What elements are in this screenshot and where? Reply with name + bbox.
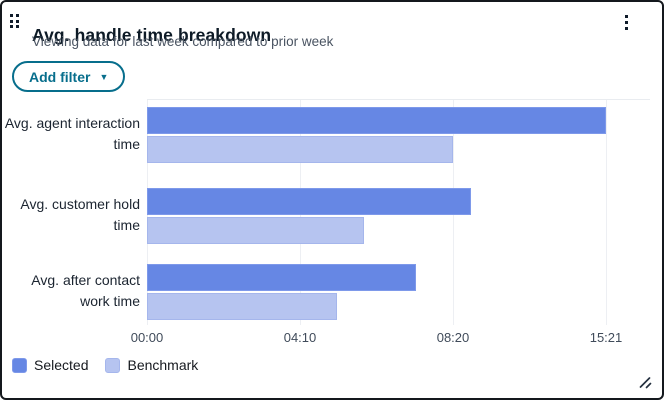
resize-handle-icon[interactable] [637,374,653,390]
legend-swatch [105,357,121,373]
legend-item[interactable]: Selected [12,357,88,373]
category-label: Avg. agent interaction time [4,115,140,152]
category-label: Avg. customer hold time [20,196,140,233]
bar-selected[interactable] [147,264,417,291]
add-filter-label: Add filter [29,68,91,85]
bar-selected[interactable] [147,188,472,215]
bar-benchmark[interactable] [147,217,365,244]
x-axis-tick-label: 15:21 [589,330,623,345]
overflow-menu-button[interactable] [614,8,638,36]
x-axis-tick-label: 04:10 [283,330,317,345]
x-axis-tick-label: 00:00 [130,330,164,345]
bar-chart-plot-area [147,99,650,325]
widget-subtitle: Viewing data for last week compared to p… [32,34,334,49]
drag-handle-icon[interactable] [10,14,19,28]
chevron-down-icon: ▼ [99,72,109,82]
chart-legend: Selected Benchmark [12,357,198,373]
widget-title: Avg. handle time breakdown [32,24,272,45]
add-filter-button[interactable]: Add filter ▼ [12,61,126,92]
legend-label: Benchmark [127,357,199,373]
gridline [606,100,607,325]
bar-benchmark[interactable] [147,136,453,163]
legend-swatch [12,357,27,373]
category-label: Avg. after contact work time [31,272,140,309]
bar-benchmark[interactable] [147,293,337,320]
bar-selected[interactable] [147,107,606,134]
legend-label: Selected [34,357,89,373]
x-axis-tick-label: 08:20 [436,330,470,345]
legend-item[interactable]: Benchmark [105,357,198,373]
